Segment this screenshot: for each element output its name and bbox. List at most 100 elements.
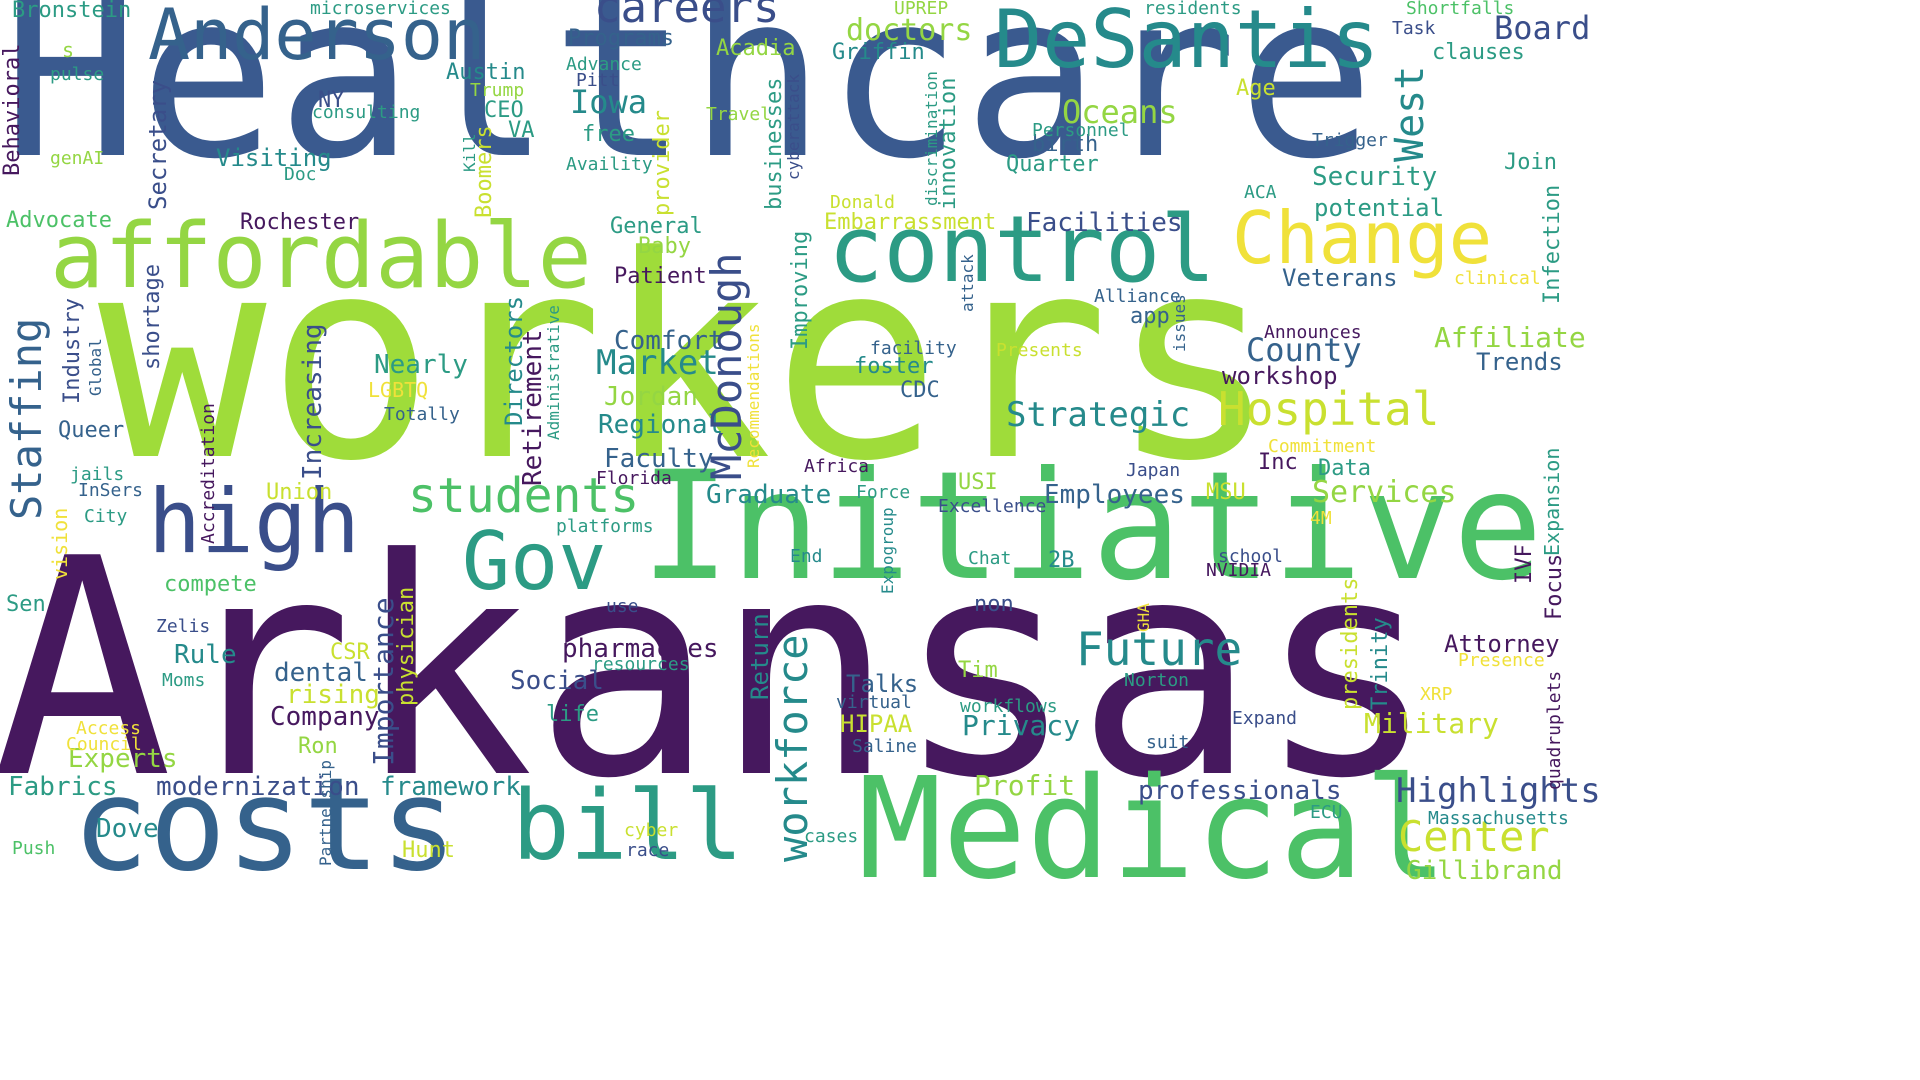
word-tim: Tim: [958, 658, 998, 683]
word-virtual: virtual: [836, 692, 912, 713]
word-quadruplets: quadruplets: [1544, 670, 1565, 790]
word-pitt: Pitt: [576, 70, 620, 91]
word-resources: resources: [592, 654, 690, 675]
word-center: Center: [1398, 812, 1550, 861]
word-arkansas: Arkansas: [0, 495, 1437, 844]
word-pulse: pulse: [50, 64, 105, 85]
word-life: life: [546, 702, 599, 727]
word-regional: Regional: [598, 410, 724, 440]
word-inc: Inc: [1258, 450, 1298, 475]
word-company: Company: [270, 702, 380, 732]
word-employees: Employees: [1044, 480, 1185, 510]
word-queer: Queer: [58, 418, 125, 443]
word-gov: Gov: [462, 515, 607, 608]
word-birth: birth: [1032, 132, 1099, 157]
word-excellence: Excellence: [938, 496, 1047, 517]
word-attack: attack: [958, 254, 977, 312]
word-affordable: affordable: [50, 204, 592, 309]
word-jails: jails: [70, 464, 125, 485]
word-board: Board: [1494, 9, 1591, 47]
word-shortage: shortage: [140, 264, 165, 370]
word-suit: suit: [1146, 732, 1190, 753]
word-clauses: clauses: [1432, 40, 1525, 65]
word-school: school: [1218, 546, 1284, 567]
word-force: Force: [856, 482, 911, 503]
word-students: students: [408, 468, 640, 524]
word-use: use: [606, 596, 639, 617]
word-issues: issues: [1170, 294, 1189, 352]
word-florida: Florida: [596, 468, 672, 489]
word-foster: foster: [854, 354, 934, 379]
word-market: Market: [596, 343, 719, 383]
word-workers: workers: [98, 197, 1279, 523]
word-uprep: UPREP: [894, 0, 949, 19]
word-jordan: Jordan: [604, 382, 698, 412]
word-infection: Infection: [1540, 184, 1565, 304]
word-2b: 2B: [1048, 548, 1075, 573]
word-advocate: Advocate: [6, 208, 112, 233]
word-nearly: Nearly: [374, 350, 468, 380]
word-businesses: businesses: [762, 77, 787, 210]
word-strategic: Strategic: [1006, 395, 1191, 435]
word-hunt: Hunt: [402, 838, 455, 863]
word-xrp: XRP: [1420, 684, 1453, 705]
word-alliance: Alliance: [1094, 286, 1181, 307]
word-aca: ACA: [1244, 182, 1277, 203]
word-data: Data: [1318, 456, 1371, 481]
word-secretary: Secretary: [144, 79, 172, 210]
word-workshop: workshop: [1222, 362, 1338, 390]
word-quarter: Quarter: [1006, 152, 1099, 177]
word-recommendations: Recommendations: [744, 323, 763, 469]
word-free: free: [582, 122, 635, 147]
word-professionals: professionals: [1138, 776, 1342, 806]
word-japan: Japan: [1126, 460, 1181, 481]
word-shortfalls: Shortfalls: [1406, 0, 1515, 19]
word-zelis: Zelis: [156, 616, 211, 637]
word-west: West: [1387, 65, 1433, 162]
word-cases: cases: [804, 826, 859, 847]
word-rising: rising: [286, 680, 380, 710]
word-sen: Sen: [6, 592, 46, 617]
word-faculty: Faculty: [604, 444, 714, 474]
word-dove: Dove: [96, 814, 159, 844]
word-military: Military: [1364, 707, 1499, 740]
word-industry: Industry: [60, 298, 85, 404]
word-va: VA: [508, 118, 535, 143]
word-trinity: Trinity: [1368, 617, 1393, 710]
word-cdc: CDC: [900, 378, 940, 403]
word-non: non: [974, 592, 1014, 617]
word-services: Services: [1312, 475, 1457, 510]
word-expansion: Expansion: [1540, 447, 1564, 556]
word-visiting: Visiting: [216, 144, 332, 172]
word-change: Change: [1232, 196, 1493, 280]
word-hospital: Hospital: [1218, 382, 1440, 436]
word-workforce: workforce: [768, 634, 817, 862]
word-norton: Norton: [1124, 670, 1190, 691]
word-massachusetts: Massachusetts: [1428, 808, 1569, 829]
word-acadia: Acadia: [716, 36, 796, 61]
word-s: s: [62, 38, 75, 62]
word-expogroup: Expogroup: [878, 507, 897, 594]
word-initiative: Initiative: [640, 440, 1544, 614]
word-totally: Totally: [384, 404, 460, 425]
word-focus: Focus: [1542, 553, 1567, 620]
word-physician: physician: [394, 586, 419, 706]
word-administrative: Administrative: [544, 305, 563, 440]
word-insers: InSers: [78, 480, 144, 501]
word-facilities: Facilities: [1026, 208, 1183, 238]
word-austin: Austin: [446, 60, 526, 85]
word-embarrassment: Embarrassment: [824, 210, 997, 235]
word-presents: Presents: [996, 340, 1083, 361]
word-cyberattack: cyberattack: [784, 74, 803, 180]
word-patient: Patient: [614, 264, 707, 289]
word-county: County: [1246, 331, 1362, 369]
word-staffing: Staffing: [2, 317, 51, 520]
word-comfort: Comfort: [614, 326, 724, 356]
word-compete: compete: [164, 572, 257, 597]
word-access: Access: [76, 718, 142, 739]
word-increasing: Increasing: [298, 323, 328, 480]
word-city: City: [84, 506, 128, 527]
word-doctors: doctors: [846, 13, 973, 48]
word-healthcare: Healthcare: [2, 0, 1375, 209]
word-experts: Experts: [68, 744, 178, 774]
